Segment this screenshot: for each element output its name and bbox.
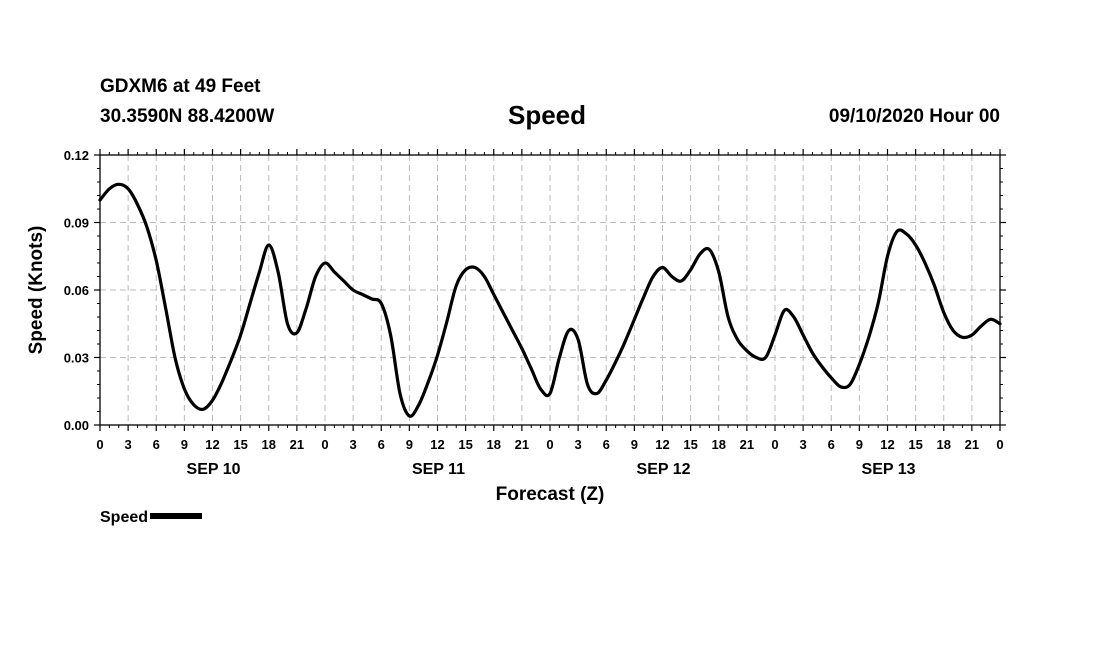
x-tick-label: 15 xyxy=(458,437,472,452)
date-label: SEP 13 xyxy=(862,461,916,478)
x-tick-label: 18 xyxy=(712,437,726,452)
x-tick-label: 0 xyxy=(96,437,103,452)
grid-lines xyxy=(100,155,1000,425)
x-tick-label: 9 xyxy=(631,437,638,452)
x-tick-label: 21 xyxy=(965,437,979,452)
x-tick-label: 15 xyxy=(908,437,922,452)
x-tick-label: 6 xyxy=(603,437,610,452)
legend-line-swatch xyxy=(150,512,203,519)
x-tick-label: 0 xyxy=(771,437,778,452)
y-tick-label: 0.12 xyxy=(64,148,89,163)
x-tick-label: 18 xyxy=(262,437,276,452)
x-tick-label: 3 xyxy=(125,437,132,452)
forecast-run-time: 09/10/2020 Hour 00 xyxy=(828,106,1000,127)
date-label: SEP 12 xyxy=(637,461,691,478)
y-tick-label: 0.03 xyxy=(64,351,89,366)
x-tick-label: 18 xyxy=(487,437,501,452)
x-tick-label: 18 xyxy=(937,437,951,452)
x-tick-label: 9 xyxy=(856,437,863,452)
station-coordinates: 30.3590N 88.4200W xyxy=(100,106,275,127)
x-tick-label: 0 xyxy=(546,437,553,452)
x-tick-label: 12 xyxy=(205,437,219,452)
y-tick-label: 0.09 xyxy=(64,216,89,231)
x-tick-label: 0 xyxy=(321,437,328,452)
legend: Speed xyxy=(100,509,203,527)
axis-labels: 0.00 0.03 0.06 0.09 0.12 0 3 6 9 12 15 18 21 0 3 6 9 12 15… xyxy=(64,148,1004,478)
x-tick-label: 6 xyxy=(153,437,160,452)
speed-series-line xyxy=(98,182,1002,418)
x-tick-label: 12 xyxy=(880,437,894,452)
x-tick-label: 21 xyxy=(740,437,754,452)
x-tick-label: 9 xyxy=(181,437,188,452)
x-tick-label: 3 xyxy=(800,437,807,452)
date-label: SEP 11 xyxy=(412,461,465,478)
x-tick-label: 12 xyxy=(655,437,669,452)
x-tick-label: 12 xyxy=(430,437,444,452)
x-axis-title: Forecast (Z) xyxy=(496,484,605,505)
x-tick-label: 15 xyxy=(683,437,697,452)
y-tick-label: 0.06 xyxy=(64,283,89,298)
x-tick-label: 3 xyxy=(350,437,357,452)
station-label: GDXM6 at 49 Feet xyxy=(100,76,261,97)
y-tick-label: 0.00 xyxy=(64,418,89,433)
x-tick-label: 15 xyxy=(233,437,247,452)
legend-label: Speed xyxy=(100,509,149,526)
x-tick-label: 3 xyxy=(575,437,582,452)
x-tick-label: 6 xyxy=(378,437,385,452)
y-axis-title: Speed (Knots) xyxy=(26,226,47,355)
x-tick-label: 21 xyxy=(515,437,529,452)
series-group xyxy=(98,182,1002,418)
x-tick-label: 9 xyxy=(406,437,413,452)
plot-frame xyxy=(99,154,1001,426)
date-label: SEP 10 xyxy=(187,461,241,478)
x-tick-label: 6 xyxy=(828,437,835,452)
x-tick-label: 0 xyxy=(996,437,1003,452)
x-tick-label: 21 xyxy=(290,437,304,452)
chart-title: Speed xyxy=(508,100,587,130)
